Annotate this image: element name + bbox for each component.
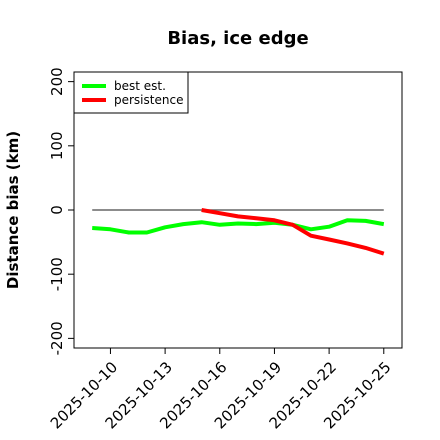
series-line-persistence bbox=[201, 208, 385, 256]
y-tick-label: -200 bbox=[48, 321, 66, 355]
series-line-best-est bbox=[92, 218, 385, 235]
chart-title: Bias, ice edge bbox=[167, 28, 308, 49]
legend-label-best-est: best est. bbox=[114, 79, 166, 93]
legend-box bbox=[73, 71, 189, 114]
legend: best est.persistence bbox=[73, 71, 189, 114]
x-axis: 2025-10-102025-10-132025-10-162025-10-19… bbox=[47, 347, 395, 432]
legend-label-persistence: persistence bbox=[114, 93, 183, 107]
y-tick-label: 0 bbox=[48, 205, 66, 215]
series-group bbox=[92, 208, 385, 256]
y-tick-label: 200 bbox=[48, 67, 66, 96]
y-tick-label: 100 bbox=[48, 131, 66, 160]
y-axis-label: Distance bias (km) bbox=[4, 131, 22, 289]
y-tick-label: -100 bbox=[48, 257, 66, 291]
y-axis: 200 100 0 -100 -200 bbox=[48, 67, 75, 355]
